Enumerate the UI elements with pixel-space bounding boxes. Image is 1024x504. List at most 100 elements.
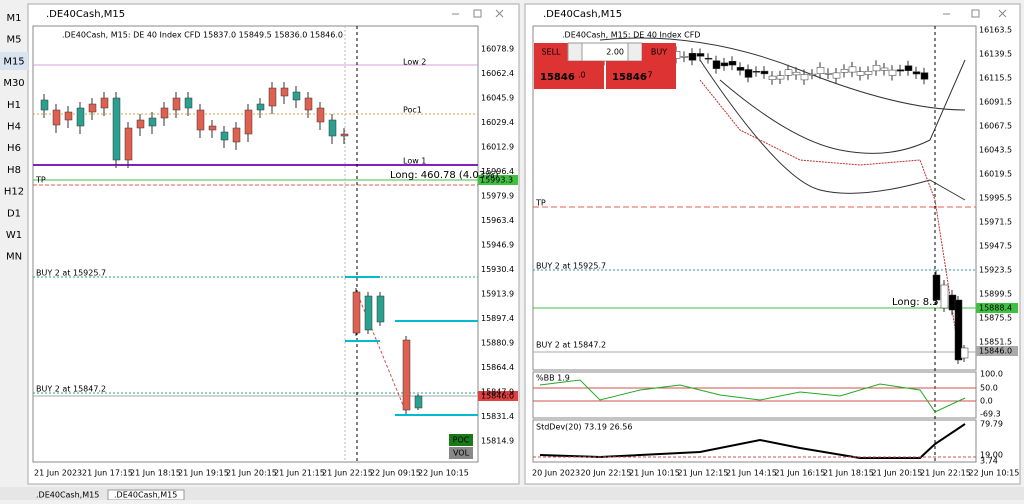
candle-body <box>760 70 769 75</box>
timeframe[interactable]: W1 <box>6 230 22 241</box>
price-label: 16043.5 <box>979 146 1012 155</box>
timeframe[interactable]: H6 <box>7 143 21 154</box>
timeframe[interactable]: M30 <box>3 78 24 89</box>
indicator-level: 3.74 <box>980 457 998 466</box>
candle-body <box>840 69 849 73</box>
panel-buttons[interactable] <box>449 434 473 459</box>
timeframe[interactable]: M1 <box>7 13 22 24</box>
chart-left <box>32 25 479 463</box>
price-label: 15899.5 <box>979 290 1012 299</box>
timeframe[interactable]: MN <box>6 252 22 263</box>
tp-price: 15993.3 <box>480 176 513 185</box>
tab[interactable]: .DE40Cash,M15 <box>114 491 177 500</box>
candle-body <box>856 71 865 76</box>
button[interactable]: VOL <box>453 449 470 458</box>
candle-body <box>184 97 193 109</box>
window-controls[interactable] <box>452 9 1007 18</box>
candle-body <box>402 339 411 411</box>
price-label: 16163.5 <box>979 26 1012 35</box>
candle-body <box>88 103 97 113</box>
button[interactable]: POC <box>453 436 470 445</box>
candle-body <box>688 53 697 61</box>
line-label: TP <box>35 176 46 185</box>
time-label: 21 Jun 12:15 <box>678 469 729 478</box>
candle-body <box>268 87 277 107</box>
time-label: 21 Jun 18:15 <box>130 469 181 478</box>
trade-panel[interactable] <box>534 42 676 89</box>
candle-body <box>896 69 905 72</box>
candle-body <box>736 67 745 71</box>
price-label: 15880.9 <box>481 339 514 348</box>
bid-box-left <box>478 391 518 401</box>
candle-body <box>352 291 361 334</box>
candle-body <box>280 87 289 97</box>
candle-body <box>696 53 705 57</box>
candle-body <box>888 69 897 76</box>
timeframe[interactable]: H12 <box>4 187 24 198</box>
line-label: TP <box>535 199 546 208</box>
candle-body <box>816 67 825 74</box>
candle-body <box>872 64 881 72</box>
candle-body <box>792 71 801 76</box>
candle-body <box>800 74 809 81</box>
price-label: 16078.9 <box>481 45 514 54</box>
indicator-level: 50.0 <box>980 384 998 393</box>
sell-button[interactable]: SELL <box>541 48 561 57</box>
candle-body <box>912 71 921 75</box>
price-label: 15995.5 <box>979 194 1012 203</box>
left-lines <box>33 26 478 462</box>
candle-body <box>940 284 949 309</box>
window-title: .DE40Cash,M15 <box>543 9 622 20</box>
indicator-bb <box>532 371 977 419</box>
candle-body <box>880 67 889 71</box>
candle-body <box>208 125 217 131</box>
candle-body <box>160 107 169 119</box>
position: Long: 460.78 (4.03%) <box>390 170 499 181</box>
time-label: 21 Jun 20:15 <box>226 469 277 478</box>
time-label: 21 Jun 16:15 <box>775 469 826 478</box>
timeframe[interactable]: D1 <box>7 208 21 219</box>
candle-body <box>920 72 929 80</box>
candle-body <box>40 99 49 111</box>
candle-body <box>414 395 423 409</box>
volume[interactable]: 2.00 <box>606 48 624 57</box>
candle-body <box>960 347 969 359</box>
price-label: 16062.4 <box>481 69 514 78</box>
indicator-level: 79.79 <box>980 420 1003 429</box>
candle-body <box>704 57 713 60</box>
candle-body <box>76 107 85 127</box>
indicator-level: 100.0 <box>980 370 1003 379</box>
candle-body <box>904 65 913 71</box>
tab[interactable]: .DE40Cash,M15 <box>36 491 99 500</box>
timeframe[interactable]: M5 <box>7 35 22 46</box>
time-label: 21 Jun 19:15 <box>178 469 229 478</box>
timeframe[interactable]: H8 <box>7 165 21 176</box>
pos-box-right <box>976 303 1018 313</box>
price-label: 16029.4 <box>481 118 514 127</box>
price-label: 15996.4 <box>481 167 514 176</box>
time-label: 21 Jun 17:15 <box>82 469 133 478</box>
time-label: 22 Jun 09:15 <box>370 469 421 478</box>
candle-body <box>784 69 793 76</box>
bid: 15846 <box>540 72 575 83</box>
timeframe[interactable]: H4 <box>7 122 21 133</box>
line-label: Low 1 <box>403 157 426 166</box>
candle-body <box>316 107 325 123</box>
price-label: 16019.5 <box>979 170 1012 179</box>
time-label: 20 Jun 2023 <box>532 469 580 478</box>
indicator-name: %BB 1.9 <box>536 374 570 383</box>
bid-price: 15846.0 <box>481 392 514 401</box>
price-label: 16115.5 <box>979 74 1012 83</box>
buy-button[interactable]: BUY <box>651 48 667 57</box>
candle-body <box>124 127 133 161</box>
candle-body <box>64 111 73 121</box>
price-label: 15913.9 <box>481 290 514 299</box>
timeframe[interactable]: M15 <box>3 56 24 67</box>
candle-body <box>712 60 721 69</box>
candle-body <box>244 109 253 135</box>
candle-body <box>100 97 109 109</box>
line-label: BUY 2 at 15847.2 <box>536 341 606 350</box>
tab-bar <box>0 487 1024 500</box>
timeframe[interactable]: H1 <box>7 100 21 111</box>
candle-body <box>232 127 241 143</box>
